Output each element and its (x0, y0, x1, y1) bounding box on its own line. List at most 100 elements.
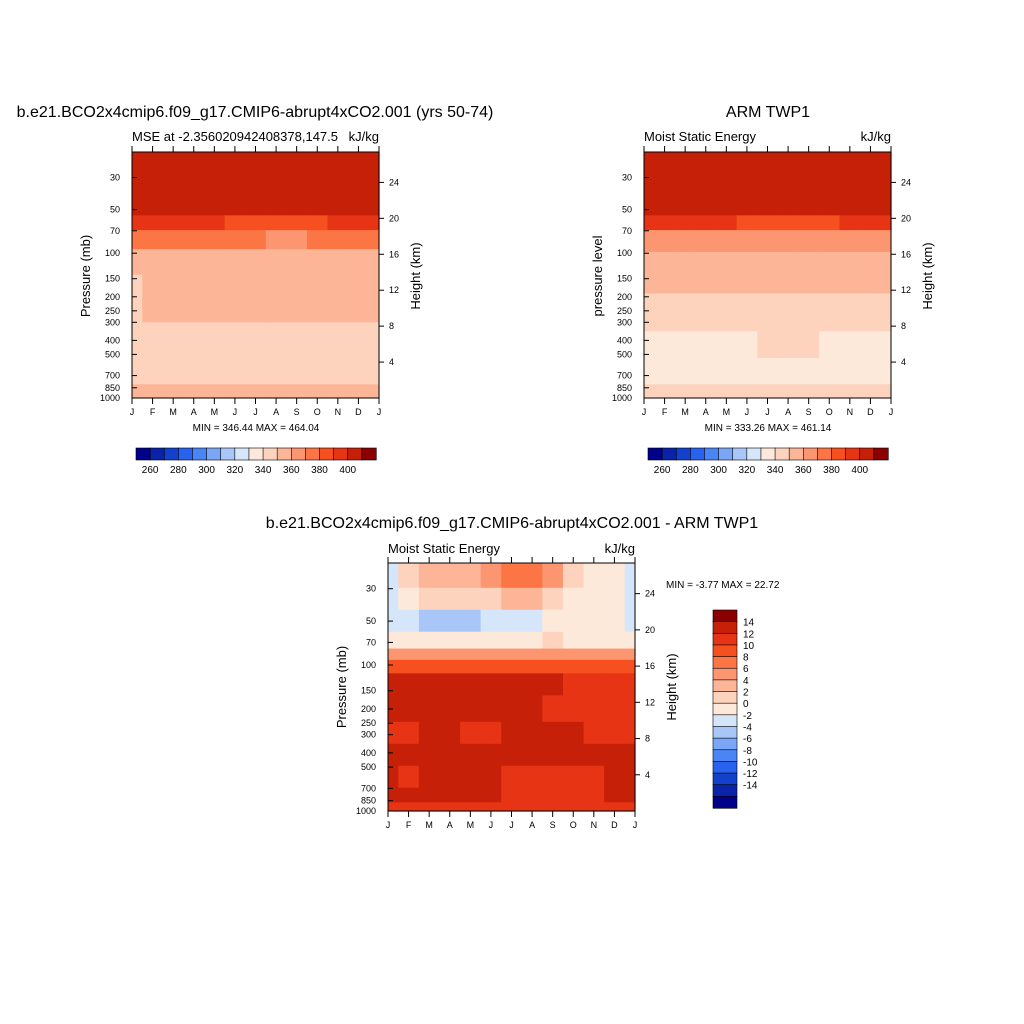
panel2-ytick-right-label: 8 (901, 321, 906, 331)
panel1-cell (368, 215, 380, 231)
panel2-cell (695, 187, 717, 216)
panel1-cell (245, 187, 267, 216)
panel1-cell (327, 322, 349, 366)
panel3-cell (604, 695, 626, 723)
panel1-xtick-label: A (191, 407, 197, 417)
panel3-cell (583, 721, 605, 745)
panel3-cell (398, 787, 420, 803)
panel3-cell (501, 787, 523, 803)
panel3-cell (398, 673, 420, 696)
panel3-cell (562, 587, 585, 611)
panel2-cell (860, 152, 882, 189)
panel2-cell (674, 357, 697, 385)
panel1-cell (327, 152, 349, 189)
panel1-cell (306, 249, 329, 276)
panel1-cell (204, 384, 226, 399)
panel2-cell (839, 152, 861, 189)
panel2-cell (757, 230, 779, 253)
panel1-cell (142, 322, 164, 366)
panel2-ytick-label: 300 (617, 317, 632, 327)
panel3-cell (480, 765, 502, 789)
panel1-cell (224, 230, 246, 250)
panel2-cell (674, 215, 697, 231)
panel3-cell (439, 802, 461, 812)
panel1-ytick-label: 500 (105, 349, 120, 359)
panel3-colorbar-label: -4 (743, 722, 752, 733)
panel2-colorbar-label: 340 (767, 465, 784, 476)
panel1-cell (327, 187, 349, 216)
panel2-cell (757, 384, 779, 399)
panel3-cell (418, 673, 441, 696)
panel1-ylabel: Pressure (mb) (78, 235, 93, 317)
panel3-colorbar-swatch (712, 726, 738, 739)
panel1-cell (183, 384, 205, 399)
panel3-colorbar-swatch (712, 609, 738, 623)
panel2-cell (880, 384, 892, 399)
panel3-cell (439, 787, 461, 803)
panel2-colorbar-swatch (760, 447, 776, 461)
panel3-left-label: Moist Static Energy (388, 541, 500, 556)
panel3-cell (388, 695, 399, 723)
panel3-ytick-label: 300 (361, 730, 376, 740)
panel3-cell (501, 648, 523, 661)
panel2-xtick-label: F (662, 407, 668, 417)
panel3-cell (521, 648, 543, 661)
panel3-cell (521, 695, 543, 723)
panel1-colorbar-swatch (248, 447, 264, 461)
panel3-cell (604, 802, 626, 812)
panel3-cell (439, 563, 461, 589)
panel3-cell (624, 787, 636, 803)
panel1-cell (245, 230, 267, 250)
panel2-cell (777, 187, 799, 216)
panel3-cell (624, 659, 636, 674)
panel2-cell (818, 293, 841, 332)
panel1-colorbar-label: 320 (226, 465, 243, 476)
panel2-cell (880, 215, 892, 231)
panel1-colorbar-label: 340 (255, 465, 272, 476)
panel1-colorbar-swatch (276, 447, 292, 461)
panel1-colorbar-label: 300 (198, 465, 215, 476)
panel3-colorbar-swatch (712, 796, 738, 809)
panel2-cell (839, 293, 861, 332)
panel3-colorbar-swatch (712, 749, 738, 763)
panel3-cell (439, 721, 461, 745)
panel3-colorbar-swatch (712, 761, 738, 774)
panel2-cell (818, 215, 841, 231)
panel3-cell (388, 802, 399, 812)
panel2-ytick-label: 200 (617, 292, 632, 302)
panel2-cell (860, 384, 882, 399)
panel3-cell (439, 743, 461, 767)
panel1-minmax: MIN = 346.44 MAX = 464.04 (193, 423, 320, 434)
panel3-cell (542, 609, 564, 633)
panel2-colorbar-swatch (675, 447, 691, 461)
panel1-cell (348, 152, 370, 189)
panel3-cell (562, 787, 585, 803)
panel2-ytick-label: 70 (622, 226, 632, 236)
panel2-cell (757, 251, 779, 295)
panel3-ytick-label: 70 (366, 637, 376, 647)
panel1-colorbar-swatch (319, 447, 335, 461)
panel1-colorbar-swatch (234, 447, 250, 461)
panel3-cell (542, 765, 564, 789)
panel2-cell (777, 152, 799, 189)
panel2-cell (777, 251, 799, 295)
panel3-cell (583, 563, 605, 589)
panel1-cell (183, 187, 205, 216)
panel1-cell (348, 384, 370, 399)
panel2-ytick-label: 250 (617, 306, 632, 316)
panel2-cell (798, 230, 820, 253)
panel3-cell (460, 659, 482, 674)
panel3-colorbar-swatch (712, 656, 738, 669)
panel1-cell (286, 364, 308, 385)
panel2-xtick-label: A (785, 407, 791, 417)
panel3-cell (604, 787, 626, 803)
panel2-cell (818, 152, 841, 189)
panel1-cell (245, 249, 267, 276)
panel2-cell (736, 357, 758, 385)
panel3-cell (398, 659, 420, 674)
panel2-xtick-label: J (889, 407, 894, 417)
panel3-colorbar-label: 6 (743, 664, 749, 675)
panel3-cell (521, 765, 543, 789)
panel2-ytick-label: 50 (622, 205, 632, 215)
panel3-ytick-label: 500 (361, 762, 376, 772)
